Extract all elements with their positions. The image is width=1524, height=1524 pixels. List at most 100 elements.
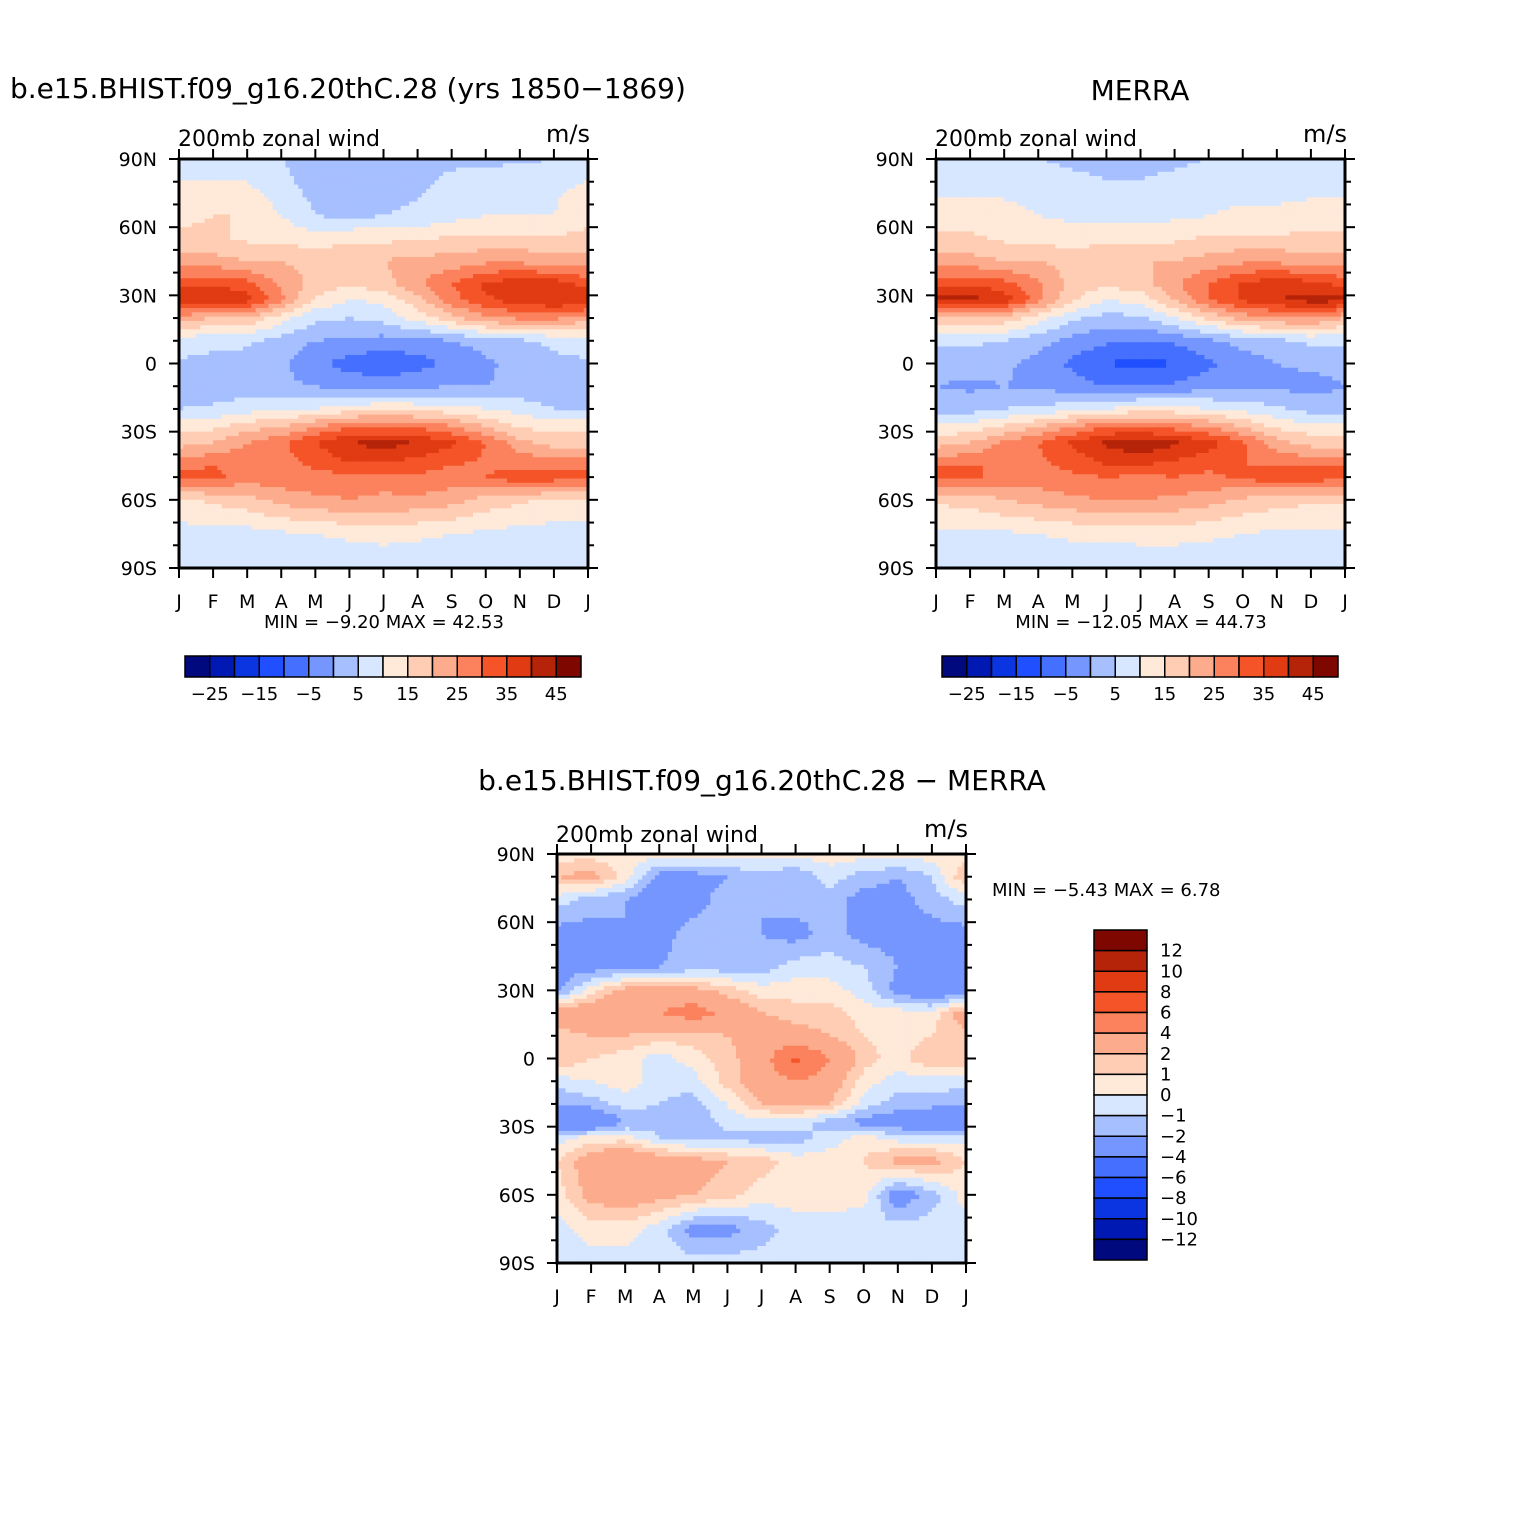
contour-cell <box>366 180 371 185</box>
contour-cell <box>452 206 457 211</box>
contour-cell <box>388 180 393 185</box>
contour-cell <box>332 180 337 185</box>
contour-cell <box>405 185 410 190</box>
contour-cell <box>426 197 431 202</box>
contour-cell <box>507 172 512 177</box>
contour-cell <box>422 163 427 168</box>
contour-cell <box>307 202 312 207</box>
contour-cell <box>456 168 461 173</box>
contour-cell <box>349 193 354 198</box>
contour-cell <box>260 180 265 185</box>
contour-cell <box>499 163 504 168</box>
contour-cell <box>315 172 320 177</box>
contour-cell <box>562 202 567 207</box>
contour-cell <box>375 172 380 177</box>
contour-cell <box>571 180 576 185</box>
contour-cell <box>558 189 563 194</box>
contour-cell <box>456 202 461 207</box>
contour-cell <box>294 180 299 185</box>
contour-cell <box>443 197 448 202</box>
contour-cell <box>192 206 197 211</box>
contour-cell <box>183 206 188 211</box>
contour-cell <box>435 210 440 215</box>
contour-cell <box>567 189 572 194</box>
contour-cell <box>541 185 546 190</box>
contour-cell <box>477 163 482 168</box>
contour-cell <box>409 210 414 215</box>
contour-cell <box>426 172 431 177</box>
contour-cell <box>183 197 188 202</box>
contour-cell <box>567 185 572 190</box>
contour-cell <box>222 185 227 190</box>
contour-cell <box>260 176 265 181</box>
contour-cell <box>392 189 397 194</box>
contour-cell <box>422 172 427 177</box>
contour-cell <box>243 210 248 215</box>
contour-cell <box>315 163 320 168</box>
contour-cell <box>243 163 248 168</box>
contour-cell <box>554 185 559 190</box>
contour-cell <box>222 180 227 185</box>
contour-cell <box>315 185 320 190</box>
contour-cell <box>541 176 546 181</box>
contour-cell <box>409 197 414 202</box>
contour-cell <box>328 180 333 185</box>
contour-cell <box>230 168 235 173</box>
contour-cell <box>520 210 525 215</box>
contour-cell <box>545 197 550 202</box>
contour-cell <box>328 189 333 194</box>
contour-cell <box>337 189 342 194</box>
contour-cell <box>460 176 465 181</box>
contour-cell <box>486 168 491 173</box>
contour-cell <box>571 163 576 168</box>
contour-cell <box>447 193 452 198</box>
contour-cell <box>349 172 354 177</box>
contour-cell <box>320 180 325 185</box>
contour-cell <box>213 180 218 185</box>
contour-cell <box>550 193 555 198</box>
contour-cell <box>196 180 201 185</box>
contour-cell <box>371 168 376 173</box>
contour-cell <box>256 176 261 181</box>
contour-cell <box>298 189 303 194</box>
model-panel-title: b.e15.BHIST.f09_g16.20thC.28 (yrs 1850−1… <box>10 72 686 105</box>
contour-cell <box>209 210 214 215</box>
contour-cell <box>388 193 393 198</box>
contour-cell <box>422 206 427 211</box>
contour-cell <box>324 197 329 202</box>
contour-cell <box>541 193 546 198</box>
contour-cell <box>405 197 410 202</box>
contour-cell <box>469 197 474 202</box>
contour-cell <box>345 206 350 211</box>
contour-cell <box>226 180 231 185</box>
contour-cell <box>426 163 431 168</box>
contour-cell <box>520 163 525 168</box>
contour-cell <box>226 185 231 190</box>
contour-cell <box>222 168 227 173</box>
contour-cell <box>205 210 210 215</box>
contour-cell <box>230 202 235 207</box>
contour-cell <box>571 172 576 177</box>
contour-cell <box>281 193 286 198</box>
contour-cell <box>558 206 563 211</box>
contour-cell <box>511 210 516 215</box>
contour-cell <box>494 206 499 211</box>
contour-cell <box>341 168 346 173</box>
contour-cell <box>384 202 389 207</box>
contour-cell <box>315 180 320 185</box>
contour-cell <box>230 176 235 181</box>
contour-cell <box>281 176 286 181</box>
contour-cell <box>234 168 239 173</box>
contour-cell <box>213 202 218 207</box>
contour-cell <box>533 163 538 168</box>
contour-cell <box>328 202 333 207</box>
contour-cell <box>320 189 325 194</box>
contour-cell <box>490 197 495 202</box>
contour-cell <box>528 172 533 177</box>
contour-cell <box>464 210 469 215</box>
contour-cell <box>226 189 231 194</box>
contour-cell <box>460 197 465 202</box>
contour-cell <box>579 180 584 185</box>
contour-cell <box>418 202 423 207</box>
contour-cell <box>264 185 269 190</box>
